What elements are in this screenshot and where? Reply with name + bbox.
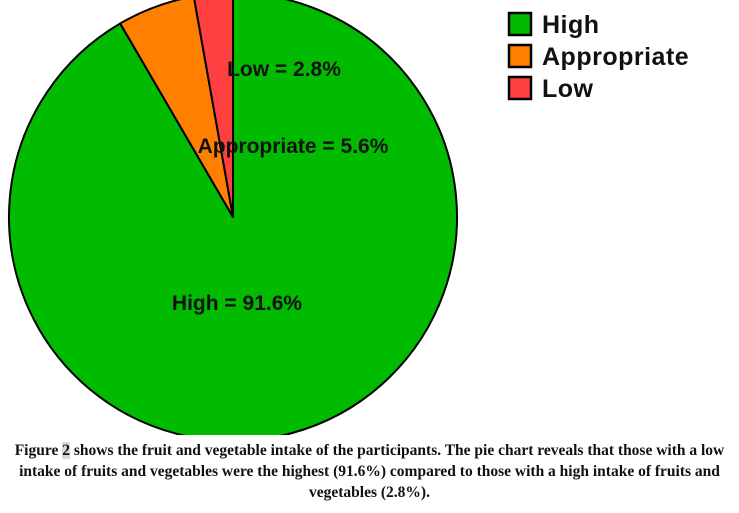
slice-label-low: Low = 2.8% bbox=[227, 58, 341, 81]
legend-swatch-high bbox=[507, 11, 533, 37]
legend-label-low: Low bbox=[542, 75, 594, 103]
caption-prefix: Figure bbox=[14, 442, 63, 459]
legend-swatch-low bbox=[507, 75, 533, 101]
pie-slice-appropriate bbox=[119, 0, 234, 218]
legend-label-appropriate: Appropriate bbox=[542, 43, 689, 71]
slice-label-high: High = 91.6% bbox=[172, 292, 302, 315]
slice-label-appropriate: Appropriate = 5.6% bbox=[198, 135, 389, 158]
legend-swatch-appropriate bbox=[507, 43, 533, 69]
legend: High Appropriate Low bbox=[507, 11, 689, 103]
caption-text: shows the fruit and vegetable intake of … bbox=[19, 442, 725, 501]
figure-caption: Figure 2 shows the fruit and vegetable i… bbox=[8, 440, 731, 503]
pie-slice-labels: High = 91.6% Appropriate = 5.6% Low = 2.8% bbox=[172, 58, 389, 315]
pie-slice-low bbox=[193, 0, 234, 218]
legend-label-high: High bbox=[542, 11, 600, 39]
pie-slices bbox=[8, 0, 458, 435]
pie-chart: High = 91.6% Appropriate = 5.6% Low = 2.8%… bbox=[8, 0, 689, 435]
figure-reference: 2 bbox=[62, 442, 70, 459]
